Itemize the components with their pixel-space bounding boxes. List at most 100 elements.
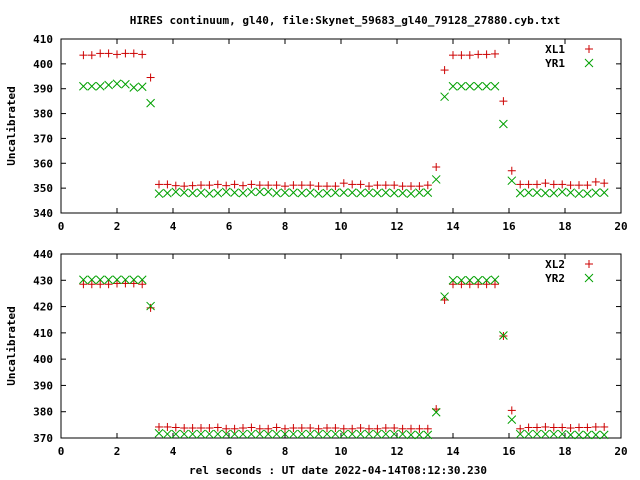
data-point [365,182,373,191]
data-point [146,301,155,311]
data-point [541,422,550,431]
y-tick-label: 340 [33,207,53,220]
data-point [339,179,348,188]
data-point [423,181,432,190]
data-point [104,80,113,90]
data-point [129,279,138,288]
data-point [599,188,609,197]
data-point [490,81,500,91]
data-point [465,275,475,285]
data-point [533,180,541,189]
data-point [154,428,164,438]
data-point [163,188,172,198]
data-point [297,429,307,439]
legend-marker [585,260,593,268]
data-point [339,188,349,197]
x-tick-label: 20 [614,220,627,233]
data-point [549,429,559,439]
data-point [541,179,550,188]
data-point [364,188,374,197]
data-point [339,429,349,439]
data-point [407,182,415,191]
data-point [331,424,340,433]
data-point [96,280,105,289]
data-point [432,163,441,172]
data-point [222,424,231,433]
data-point [549,188,559,198]
data-point [95,275,105,285]
data-point [138,50,147,59]
data-point [79,280,88,289]
data-point [306,181,315,190]
x-axis-label: rel seconds : UT date 2022-04-14T08:12:3… [189,464,487,477]
data-point [171,187,181,197]
series-YR1 [79,79,609,198]
data-point [196,188,206,197]
legend-label: YR1 [545,57,565,70]
data-point [104,280,113,289]
data-point [381,424,390,433]
data-point [272,429,281,439]
data-point [297,181,306,190]
data-point [524,180,533,189]
data-point [247,423,256,432]
data-point [213,188,223,198]
x-tick-label: 20 [614,445,627,458]
data-point [473,81,483,91]
data-point [87,275,97,285]
data-point [238,429,248,439]
data-point [440,296,449,304]
data-point [331,182,340,191]
data-point [306,424,315,433]
data-point [314,182,323,191]
data-point [171,181,180,190]
data-point [389,429,399,439]
data-point [138,280,147,289]
data-point [591,177,600,186]
data-point [507,176,517,186]
legend-label: XL1 [545,43,565,56]
y-tick-label: 360 [33,157,53,170]
data-point [398,424,407,433]
data-point [95,81,105,91]
x-tick-label: 2 [114,220,121,233]
x-tick-label: 4 [170,220,177,233]
data-point [507,406,516,415]
data-point [389,188,399,198]
data-point [583,189,592,198]
data-point [482,50,491,59]
data-point [373,181,382,190]
data-point [213,423,222,432]
data-point [255,424,264,433]
data-point [491,49,499,58]
data-point [440,92,449,102]
data-point [314,424,323,433]
data-point [104,49,113,58]
data-point [230,188,239,197]
data-point [222,181,231,190]
data-point [575,423,583,432]
data-point [398,182,407,191]
chart-title: HIRES continuum, gl40, file:Skynet_59683… [130,14,560,27]
data-point [205,424,214,433]
x-tick-label: 10 [334,220,347,233]
data-point [549,423,558,432]
data-point [415,430,424,440]
data-point [180,424,189,433]
data-point [507,415,517,424]
data-point [373,429,382,439]
data-point [247,429,256,439]
data-point [280,188,290,197]
data-point [516,180,525,189]
legend-marker [585,45,593,53]
data-point [87,280,96,289]
data-point [474,50,483,59]
data-point [431,175,441,184]
data-point [557,429,567,439]
data-point [188,181,197,190]
data-point [566,181,575,190]
data-point [205,189,214,198]
data-point [146,73,155,82]
data-point [532,188,542,197]
data-point [499,119,508,129]
